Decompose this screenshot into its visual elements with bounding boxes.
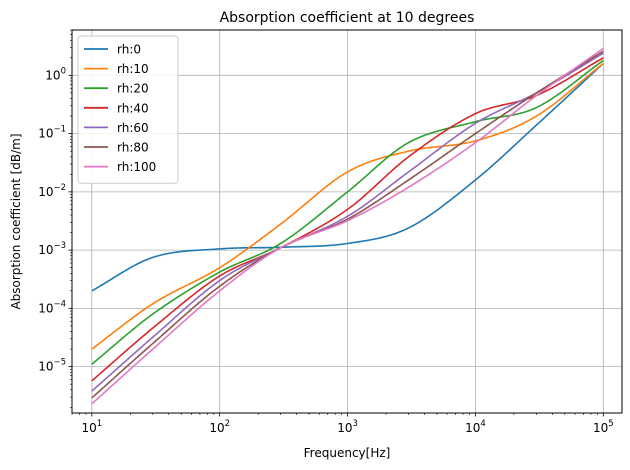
- plot-frame: [71, 29, 623, 414]
- legend-label: rh:10: [117, 62, 149, 76]
- series-line: [91, 50, 604, 399]
- x-tick-label-base: 10: [593, 421, 608, 435]
- series-line: [91, 52, 604, 392]
- series-line: [91, 57, 604, 382]
- y-tick-label: 10−4: [38, 299, 66, 315]
- y-tick-label: 10−5: [38, 358, 66, 374]
- x-tick-label-base: 10: [337, 421, 352, 435]
- x-tick-label: 104: [465, 419, 486, 435]
- y-tick-label-base: 10: [45, 68, 60, 82]
- x-tick-label-exponent: 2: [225, 419, 230, 429]
- x-tick-label-base: 10: [81, 421, 96, 435]
- legend: rh:0 rh:10 rh:20 rh:40 rh:60 rh:80 rh:100: [77, 35, 179, 184]
- y-tick-label-exponent: −1: [53, 125, 66, 135]
- y-tick-label-exponent: 0: [61, 66, 66, 76]
- y-tick-label-base: 10: [38, 127, 53, 141]
- y-tick-label: 100: [45, 66, 66, 82]
- y-tick-label-exponent: −5: [53, 358, 66, 368]
- x-tick-label-exponent: 3: [352, 419, 357, 429]
- x-tick-label-exponent: 4: [480, 419, 485, 429]
- legend-label: rh:0: [117, 43, 141, 57]
- series-line: [91, 47, 604, 405]
- y-tick-label: 10−2: [38, 183, 66, 199]
- y-tick-label-exponent: −2: [53, 183, 66, 193]
- series-line: [91, 62, 604, 350]
- y-tick-label: 10−3: [38, 241, 66, 257]
- chart-title: Absorption coefficient at 10 degrees: [220, 10, 475, 26]
- series-lines: [91, 47, 604, 405]
- y-tick-label-base: 10: [38, 185, 53, 199]
- y-tick-label-base: 10: [38, 360, 53, 374]
- x-axis-title: Frequency[Hz]: [304, 446, 391, 460]
- y-tick-label-exponent: −4: [53, 299, 66, 309]
- y-tick-label-base: 10: [38, 243, 53, 257]
- y-tick-label-base: 10: [38, 301, 53, 315]
- x-tick-label-exponent: 1: [97, 419, 102, 429]
- legend-label: rh:80: [117, 141, 149, 155]
- x-tick-label-base: 10: [209, 421, 224, 435]
- y-tick-label-exponent: −3: [53, 241, 66, 251]
- legend-label: rh:40: [117, 101, 149, 115]
- x-tick-label-exponent: 5: [608, 419, 613, 429]
- y-tick-label: 10−1: [38, 125, 66, 141]
- y-axis-title: Absorption coefficient [dB/m]: [9, 133, 23, 309]
- legend-label: rh:60: [117, 121, 149, 135]
- x-tick-label: 101: [81, 419, 102, 435]
- legend-label: rh:100: [117, 160, 156, 174]
- x-tick-label-base: 10: [465, 421, 480, 435]
- series-line: [91, 59, 604, 365]
- x-tick-label: 103: [337, 419, 358, 435]
- x-tick-label: 105: [593, 419, 614, 435]
- legend-label: rh:20: [117, 82, 149, 96]
- x-tick-label: 102: [209, 419, 230, 435]
- series-line: [91, 62, 604, 292]
